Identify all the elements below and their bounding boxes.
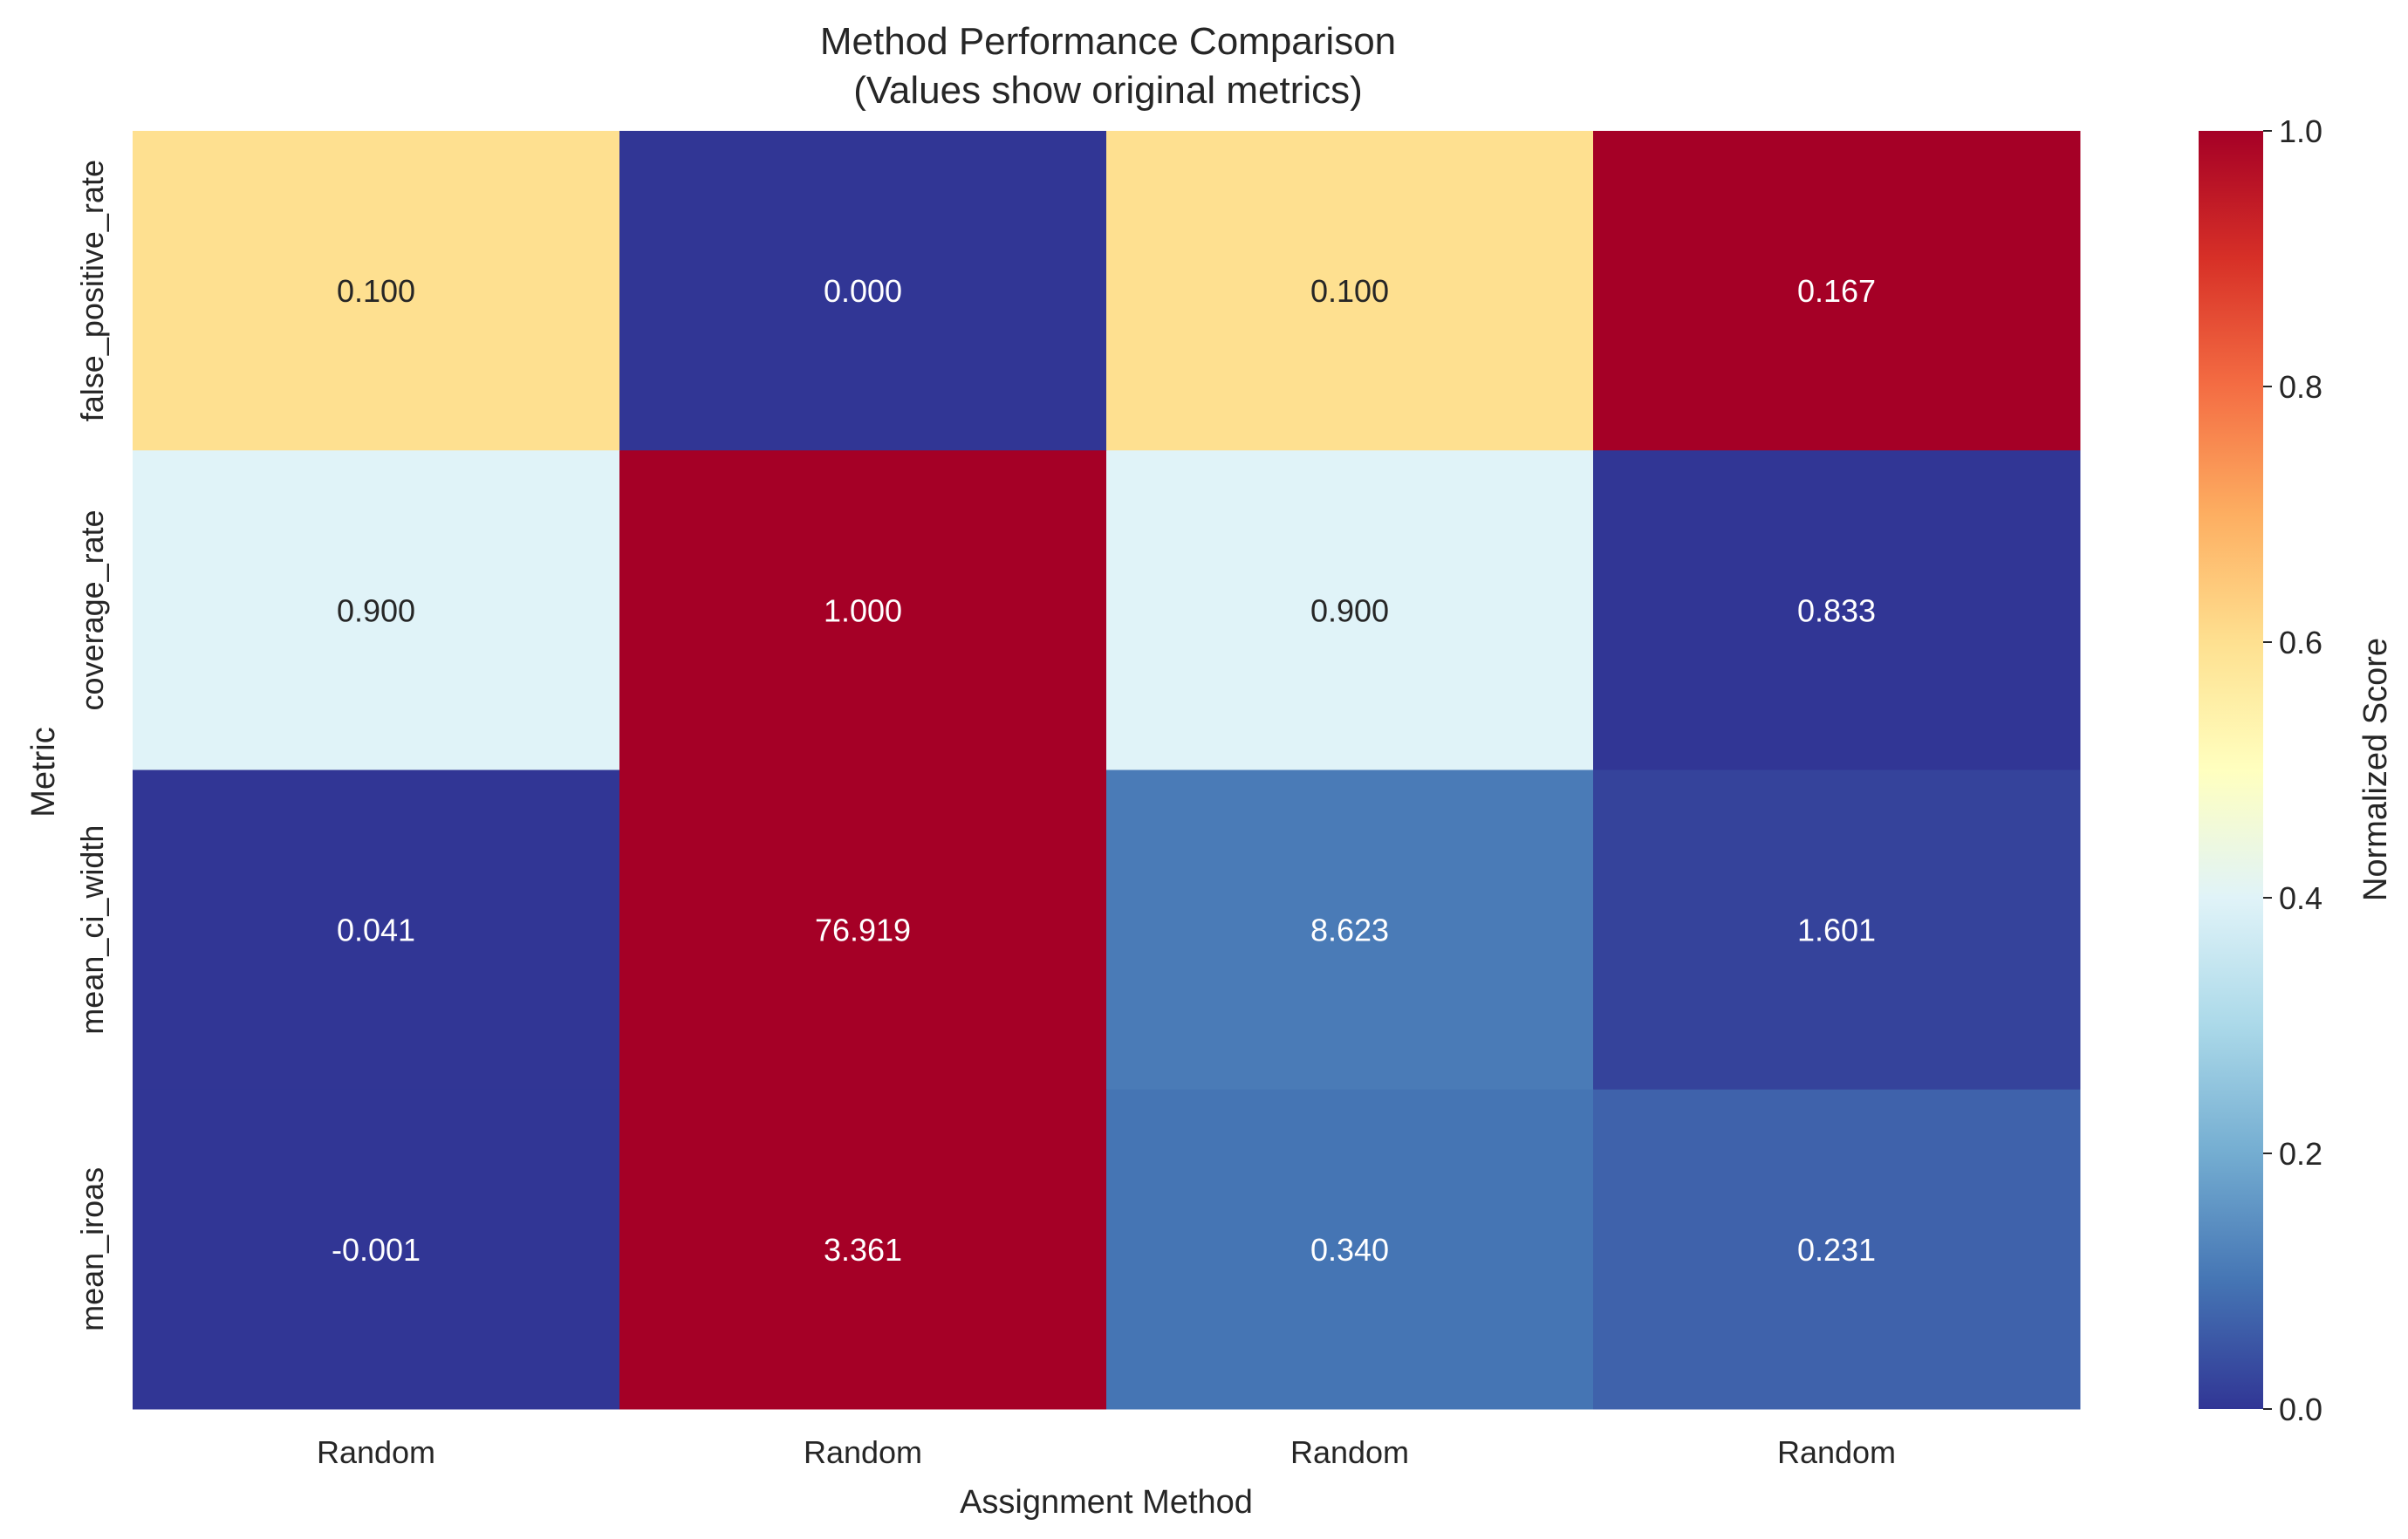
colorbar-tick-label: 0.0 xyxy=(2279,1392,2322,1427)
cell-value-label: -0.001 xyxy=(332,1232,421,1268)
y-tick-labels: false_positive_rate coverage_rate mean_ci_… xyxy=(74,160,110,1331)
chart-subtitle: (Values show original metrics) xyxy=(853,69,1363,112)
cell-value-label: 0.100 xyxy=(1310,273,1389,309)
chart-title: Method Performance Comparison xyxy=(820,20,1396,63)
cell-value-label: 1.601 xyxy=(1797,913,1876,948)
y-tick-label: false_positive_rate xyxy=(74,160,110,421)
x-axis-label: Assignment Method xyxy=(960,1484,1253,1521)
x-tick-label: Random xyxy=(1777,1434,1896,1470)
heatmap-cell xyxy=(133,450,620,770)
colorbar-tick-label: 0.6 xyxy=(2279,625,2322,660)
cell-value-label: 0.231 xyxy=(1797,1232,1876,1268)
cell-value-label: 0.340 xyxy=(1310,1232,1389,1268)
y-axis-label: Metric xyxy=(25,727,62,817)
cell-value-label: 8.623 xyxy=(1310,913,1389,948)
x-tick-label: Random xyxy=(317,1434,435,1470)
colorbar-gradient xyxy=(2199,131,2263,1409)
heatmap-cell xyxy=(1593,1089,2081,1410)
heatmap-cell xyxy=(619,131,1107,451)
colorbar-tick-label: 0.2 xyxy=(2279,1136,2322,1172)
cell-value-label: 0.900 xyxy=(1310,592,1389,628)
y-tick-label: mean_iroas xyxy=(74,1167,110,1331)
cell-value-label: 1.000 xyxy=(824,592,902,628)
colorbar-label: Normalized Score xyxy=(2357,638,2394,901)
heatmap-cell xyxy=(619,450,1107,770)
heatmap-cell xyxy=(1593,450,2081,770)
heatmap-cell xyxy=(1106,450,1594,770)
cell-value-label: 0.833 xyxy=(1797,592,1876,628)
cell-value-label: 76.919 xyxy=(815,913,911,948)
heatmap-cell xyxy=(1593,770,2081,1091)
colorbar-ticks: 0.0 0.2 0.4 0.6 0.8 1.0 xyxy=(2263,113,2322,1427)
y-tick-label: mean_ci_width xyxy=(74,825,110,1035)
heatmap-cell xyxy=(133,770,620,1091)
heatmap-cell xyxy=(1106,1089,1594,1410)
heatmap-cell xyxy=(1593,131,2081,451)
y-tick-label: coverage_rate xyxy=(74,510,110,710)
colorbar-tick-label: 0.4 xyxy=(2279,880,2322,916)
heatmap-cell xyxy=(133,1089,620,1410)
heatmap-cell xyxy=(1106,131,1594,451)
cell-value-label: 0.167 xyxy=(1797,273,1876,309)
cell-value-label: 3.361 xyxy=(824,1232,902,1268)
heatmap-cell xyxy=(619,1089,1107,1410)
colorbar: 0.0 0.2 0.4 0.6 0.8 1.0 Normalized Score xyxy=(2199,113,2394,1427)
heatmap-cell xyxy=(133,131,620,451)
cell-value-label: 0.900 xyxy=(337,592,415,628)
colorbar-tick-label: 0.8 xyxy=(2279,369,2322,405)
x-tick-labels: Random Random Random Random xyxy=(317,1434,1896,1470)
colorbar-tick-label: 1.0 xyxy=(2279,113,2322,149)
heatmap-cells: 0.100 0.000 0.100 0.167 0.900 1.000 0.900 0.833… xyxy=(133,131,2081,1410)
x-tick-label: Random xyxy=(1290,1434,1409,1470)
x-tick-label: Random xyxy=(804,1434,922,1470)
heatmap-cell xyxy=(619,770,1107,1091)
cell-value-label: 0.000 xyxy=(824,273,902,309)
cell-value-label: 0.100 xyxy=(337,273,415,309)
cell-value-label: 0.041 xyxy=(337,913,415,948)
heatmap-cell xyxy=(1106,770,1594,1091)
